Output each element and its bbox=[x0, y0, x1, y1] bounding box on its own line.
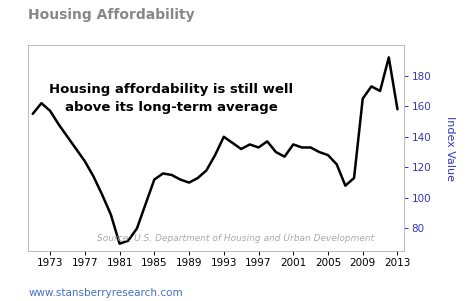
Text: Source: U.S. Department of Housing and Urban Development: Source: U.S. Department of Housing and U… bbox=[96, 234, 374, 243]
Text: Housing affordability is still well
above its long-term average: Housing affordability is still well abov… bbox=[49, 83, 293, 114]
Text: Housing Affordability: Housing Affordability bbox=[28, 8, 195, 22]
Y-axis label: Index Value: Index Value bbox=[445, 116, 455, 181]
Text: www.stansberryresearch.com: www.stansberryresearch.com bbox=[28, 288, 183, 298]
